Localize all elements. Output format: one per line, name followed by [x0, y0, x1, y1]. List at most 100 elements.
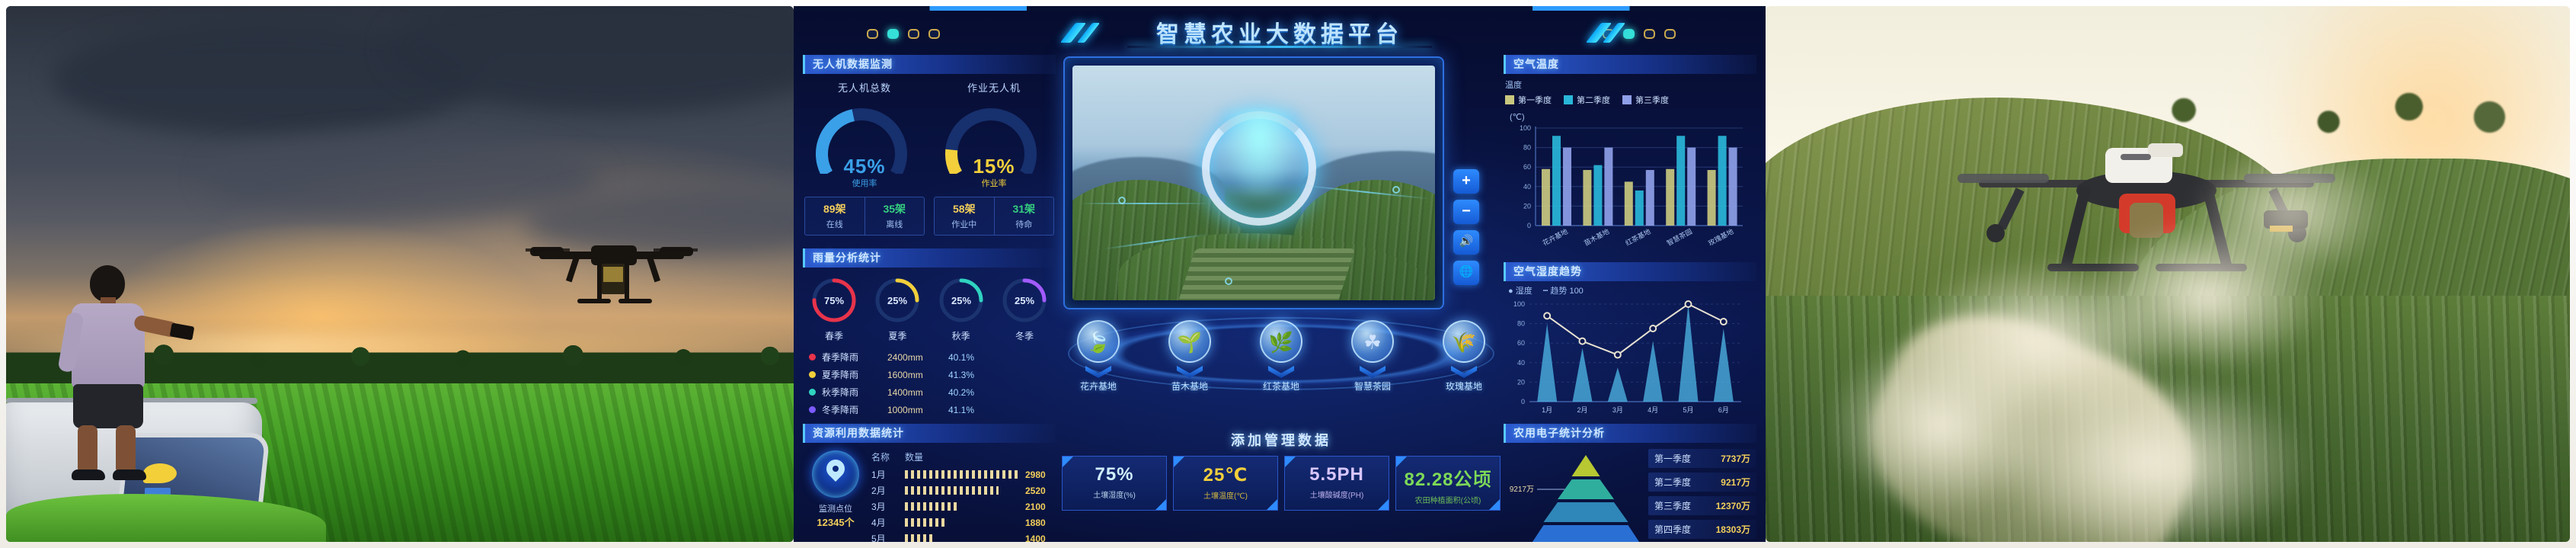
page-title: 智慧农业大数据平台 — [1156, 22, 1403, 47]
svg-text:0: 0 — [1521, 398, 1525, 405]
monitor-point-badge: 监测点位 12345个 — [803, 450, 868, 542]
rank-bar — [905, 518, 948, 527]
zoom-in-button[interactable]: + — [1453, 169, 1479, 194]
svg-text:100: 100 — [1520, 124, 1531, 132]
col-qty: 数量 — [905, 452, 924, 463]
status-dots-left — [867, 29, 958, 43]
pyramid-row: 第四季度 18303万 — [1648, 520, 1756, 539]
spray-mist — [1994, 372, 2314, 542]
legend-swatch — [1505, 95, 1514, 104]
rank-row: 4月 1880 — [871, 514, 1056, 530]
legend-name: 秋季降雨 — [822, 387, 859, 398]
gauge-value: 45% — [843, 155, 886, 178]
status-dot[interactable] — [1644, 29, 1655, 39]
rank-row: 3月 2100 — [871, 498, 1056, 514]
base-leaf-icon[interactable]: 🍃 — [1077, 320, 1120, 363]
rank-row: 2月 2520 — [871, 482, 1056, 498]
status-dot[interactable] — [1623, 29, 1635, 39]
van-sticker — [145, 488, 171, 495]
svg-text:40: 40 — [1517, 359, 1525, 367]
remote-controller — [169, 322, 195, 341]
status-dot[interactable] — [1664, 29, 1676, 39]
base-chevron — [1085, 366, 1111, 378]
panel-title: 空气湿度趋势 — [1504, 262, 1756, 281]
sound-button[interactable]: 🔊 — [1453, 230, 1479, 255]
gauge-row: 无人机总数010045%使用率89架在线35架离线作业无人机010015%作业率… — [803, 74, 1056, 236]
stat-card-value: 5.5PH — [1309, 464, 1364, 485]
quarter-value: 18303万 — [1715, 524, 1750, 535]
stat-card: 82.28公顷 农田种植面积(公顷) — [1395, 456, 1501, 511]
legend-dot-item: ● 湿度 — [1508, 287, 1532, 296]
rank-value: 2100 — [1025, 501, 1046, 512]
donut-ring: 25% — [1002, 278, 1047, 322]
quarter-name: 第三季度 — [1654, 501, 1692, 511]
base-leaf-icon[interactable]: 🌿 — [1260, 320, 1302, 363]
legend-value-1: 1000mm — [887, 404, 923, 415]
gauge-name: 无人机总数 — [837, 82, 891, 94]
smart-farm-scene — [1072, 66, 1435, 300]
location-pin-icon — [812, 450, 859, 498]
stat-name: 待命 — [1015, 220, 1033, 229]
base-item-红茶基地[interactable]: 🌿 红茶基地 — [1245, 320, 1318, 393]
panel-pyramid: 农用电子统计分析 9217万 第一季度 7737万 第二季度 9217万 第三季度 123… — [1504, 424, 1756, 542]
stat-value: 89架 — [823, 203, 846, 215]
rank-table-header: 名称 数量 — [871, 450, 1056, 463]
rank-label: 3月 — [871, 502, 886, 512]
status-dot[interactable] — [908, 29, 919, 39]
rank-row: 1月 2980 — [871, 466, 1056, 482]
base-item-苗木基地[interactable]: 🌱 苗木基地 — [1153, 320, 1226, 393]
svg-text:25%: 25% — [887, 295, 907, 306]
legend-line-item: ┅ 趋势 100 — [1542, 287, 1584, 296]
base-label: 花卉基地 — [1079, 381, 1117, 392]
season-donut: 25% 夏季 — [869, 277, 925, 342]
svg-text:20: 20 — [1523, 202, 1531, 210]
base-chevron — [1177, 366, 1203, 378]
rank-bar-track — [905, 518, 1019, 527]
quarter-name: 第四季度 — [1654, 524, 1692, 535]
gauge-sub-label: 使用率 — [852, 179, 877, 188]
stat-name: 作业中 — [951, 220, 977, 229]
status-dot[interactable] — [887, 29, 899, 39]
status-dot[interactable] — [867, 29, 878, 39]
svg-text:4月: 4月 — [1648, 406, 1658, 414]
legend-color-dot — [809, 389, 816, 396]
quarter-value: 9217万 — [1721, 477, 1750, 488]
pyramid-row: 第一季度 7737万 — [1648, 449, 1756, 468]
bar-chart-legend: 第一季度 第二季度 第三季度 — [1505, 94, 1755, 106]
svg-text:0: 0 — [1527, 222, 1531, 229]
season-donut: 75% 春季 — [806, 277, 862, 342]
rank-bar — [905, 486, 999, 495]
base-leaf-icon[interactable]: 🌱 — [1168, 320, 1211, 363]
person-shorts — [73, 384, 143, 428]
rank-value: 2980 — [1025, 469, 1046, 480]
network-button[interactable]: 🌐 — [1453, 261, 1479, 285]
base-leaf-icon[interactable]: ☘ — [1351, 320, 1394, 363]
status-dot[interactable] — [928, 29, 940, 39]
legend-value-2: 41.1% — [948, 404, 975, 415]
stat-value: 31架 — [1012, 203, 1036, 215]
zoom-out-button[interactable]: − — [1453, 200, 1479, 224]
svg-text:2月: 2月 — [1577, 406, 1587, 414]
person-torso — [72, 303, 145, 389]
gauge-stat: 58架 作业中 — [935, 197, 994, 235]
base-item-花卉基地[interactable]: 🍃 花卉基地 — [1062, 320, 1135, 393]
legend-item-第三季度: 第三季度 — [1622, 94, 1669, 106]
base-leaf-icon[interactable]: 🌾 — [1443, 320, 1485, 363]
main-video-screen[interactable] — [1063, 56, 1444, 309]
base-icons-row: 🍃 花卉基地 🌱 苗木基地 🌿 红茶基地 ☘ 智慧茶园 🌾 玫瑰基地 — [1062, 320, 1501, 393]
gauge-value: 15% — [973, 155, 1015, 178]
base-label: 苗木基地 — [1171, 381, 1208, 392]
quarter-name: 第一季度 — [1654, 453, 1692, 464]
drone-tank — [603, 267, 623, 282]
panel-title: 无人机数据监测 — [803, 55, 1056, 74]
panel-rain-stats: 雨量分析统计 75% 春季 25% 夏季 25% 秋季 25% 冬季 春季降雨 2400mm 40… — [803, 248, 1056, 418]
svg-text:1月: 1月 — [1542, 406, 1552, 414]
legend-name: 春季降雨 — [822, 352, 859, 363]
legend-value-2: 40.2% — [948, 386, 975, 398]
base-item-玫瑰基地[interactable]: 🌾 玫瑰基地 — [1427, 320, 1501, 393]
stat-cards-row: 75% 土壤湿度(%) 25℃ 土壤温度(℃) 5.5PH 土壤酸碱度(PH) 82.28公… — [1062, 456, 1501, 511]
gauge-stat-box: 58架 作业中 31架待命 — [934, 197, 1054, 236]
bottom-section-title: 添加管理数据 — [1231, 433, 1331, 448]
base-item-智慧茶园[interactable]: ☘ 智慧茶园 — [1336, 320, 1409, 393]
gauge-stat: 35架 离线 — [864, 197, 925, 235]
